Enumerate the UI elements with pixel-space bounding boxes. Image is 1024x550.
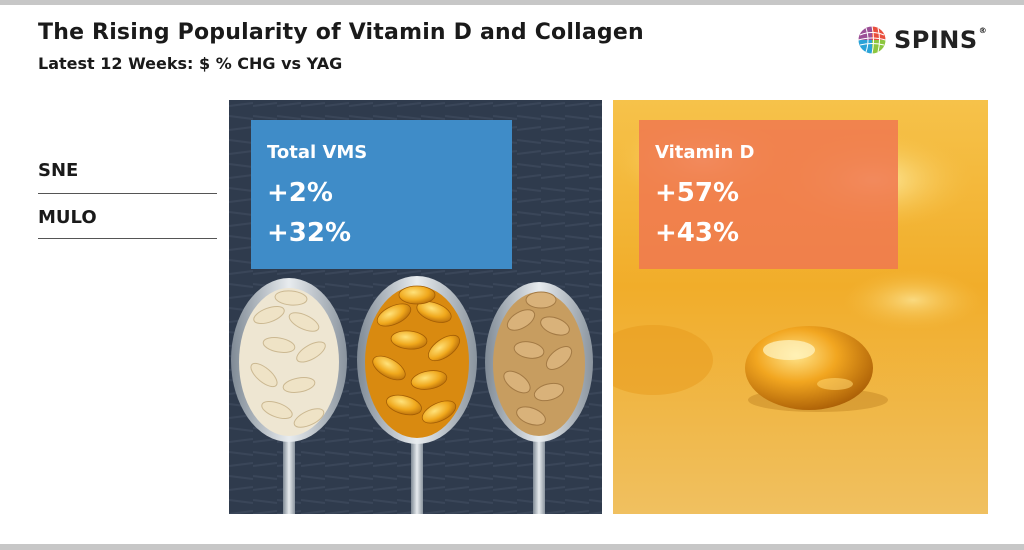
category-title: Vitamin D: [655, 142, 755, 163]
sne-value: +2%: [267, 178, 333, 208]
page-subtitle: Latest 12 Weeks: $ % CHG vs YAG: [38, 54, 343, 73]
pills-on-spoons-image: [229, 100, 602, 514]
row-divider: [38, 193, 217, 194]
vitamin-d-panel: Vitamin D +57% +43%: [613, 100, 988, 514]
sne-value: +57%: [655, 178, 740, 208]
category-title: Total VMS: [267, 142, 368, 163]
logo-text: SPINS®: [894, 26, 988, 54]
globe-icon: [857, 25, 887, 55]
row-label-sne: SNE: [38, 160, 79, 181]
vitamin-d-card: Vitamin D +57% +43%: [639, 120, 898, 269]
page-title: The Rising Popularity of Vitamin D and C…: [38, 20, 644, 45]
row-label-mulo: MULO: [38, 207, 97, 228]
bottom-border: [0, 544, 1024, 550]
total-vms-panel: Total VMS +2% +32%: [229, 100, 602, 514]
row-divider: [38, 238, 217, 239]
top-border: [0, 0, 1024, 5]
mulo-value: +43%: [655, 218, 740, 248]
mulo-value: +32%: [267, 218, 352, 248]
total-vms-card: Total VMS +2% +32%: [251, 120, 512, 269]
spins-logo: SPINS®: [856, 24, 987, 56]
